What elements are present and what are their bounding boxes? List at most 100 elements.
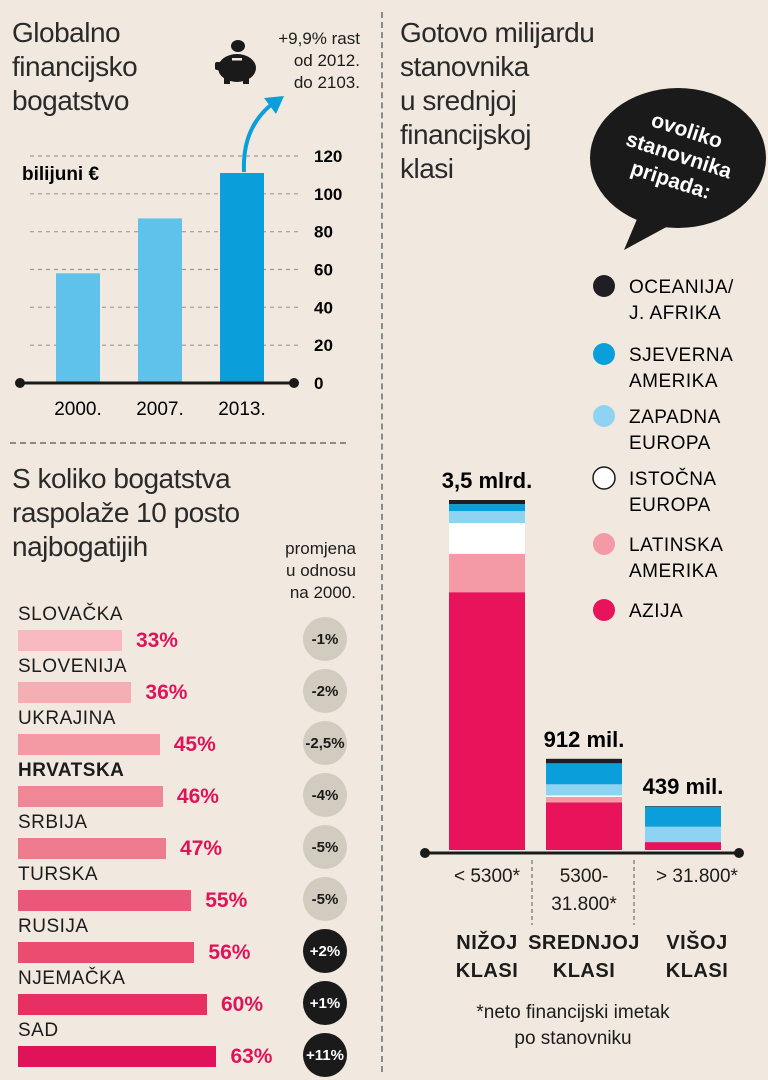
stack-segment	[546, 758, 622, 764]
vertical-divider	[381, 12, 383, 1072]
x-axis-left-dot	[15, 378, 25, 388]
class-label: KLASI	[455, 960, 519, 982]
country-percent: 55%	[205, 889, 248, 912]
global-wealth-title-line-3: bogatstvo	[12, 85, 129, 116]
global-wealth-title: Globalno financijsko bogatstvo	[12, 16, 138, 118]
bar-2	[138, 218, 182, 383]
piggy-bank-icon	[212, 38, 262, 86]
total-label: 3,5 mlrd.	[442, 468, 532, 493]
country-name: SRBIJA	[18, 812, 88, 833]
middle-class-title-line-2: stanovnika	[400, 51, 529, 82]
stack-segment	[546, 795, 622, 797]
middle-class-title-line-3: u srednjoj	[400, 85, 517, 116]
x-tick-label: 2013.	[218, 399, 266, 420]
y-tick-label: 40	[314, 298, 333, 317]
country-percent: 36%	[145, 681, 188, 704]
legend-swatch	[593, 599, 615, 621]
wealth-share-title: S koliko bogatstva raspolaže 10 posto na…	[12, 462, 240, 564]
legend-swatch	[593, 533, 615, 555]
growth-annotation-line-1: +9,9% rast	[278, 29, 360, 48]
country-percent: 56%	[208, 941, 251, 964]
stack-segment	[449, 500, 525, 505]
y-tick-label: 20	[314, 336, 333, 355]
unit-label: bilijuni €	[22, 164, 99, 185]
country-name: NJEMAČKA	[18, 968, 126, 989]
change-badge: -4%	[303, 773, 347, 817]
country-bar	[18, 942, 195, 963]
stack-segment	[546, 796, 622, 803]
change-header-line-1: promjena	[285, 539, 356, 558]
stack-segment	[645, 826, 721, 843]
country-bar	[18, 630, 122, 651]
class-label: NIŽOJ	[456, 932, 518, 954]
country-name: SLOVENIJA	[18, 656, 128, 677]
legend-label: AZIJA	[629, 601, 683, 622]
y-tick-label: 100	[314, 185, 342, 204]
legend-label: EUROPA	[629, 495, 711, 516]
legend-label: EUROPA	[629, 433, 711, 454]
global-wealth-title-line-2: financijsko	[12, 51, 138, 82]
x-tick-label: 2000.	[54, 399, 102, 420]
wealth-share-title-line-3: najbogatijih	[12, 531, 148, 562]
x-tick-label: 2007.	[136, 399, 184, 420]
change-badge: -5%	[303, 825, 347, 869]
footnote: *neto financijski imetak po stanovniku	[400, 1000, 746, 1052]
y-tick-label: 60	[314, 261, 333, 280]
total-label: 439 mil.	[643, 774, 724, 799]
middle-class-title-line-1: Gotovo milijardu	[400, 17, 595, 48]
y-tick-label: 0	[314, 374, 323, 393]
country-percent: 60%	[221, 993, 264, 1016]
bar-1	[56, 273, 100, 383]
country-name: SAD	[18, 1020, 59, 1041]
country-percent: 63%	[230, 1045, 273, 1068]
change-header-line-3: na 2000.	[289, 583, 356, 602]
country-percent: 45%	[173, 733, 216, 756]
change-badge: +11%	[303, 1033, 347, 1077]
stack-segment	[449, 592, 525, 850]
country-bar	[18, 734, 160, 755]
horizontal-divider	[10, 442, 346, 444]
legend-label: AMERIKA	[629, 561, 718, 582]
legend-label: OCEANIJA/	[629, 277, 734, 298]
stack-segment	[449, 504, 525, 512]
country-percent: 46%	[176, 785, 219, 808]
change-badge: -1%	[303, 617, 347, 661]
total-label: 912 mil.	[544, 727, 625, 752]
change-badge: -5%	[303, 877, 347, 921]
stack-segment	[645, 842, 721, 850]
stack-segment	[546, 784, 622, 796]
country-bar	[18, 682, 132, 703]
country-name: RUSIJA	[18, 916, 89, 937]
change-badge: +2%	[303, 929, 347, 973]
growth-arrow-head	[264, 96, 284, 114]
footnote-line-1: *neto financijski imetak	[476, 1002, 670, 1023]
country-name: SLOVAČKA	[18, 604, 124, 625]
stack-segment	[645, 806, 721, 807]
stack-segment	[546, 802, 622, 850]
wealth-share-title-line-2: raspolaže 10 posto	[12, 497, 240, 528]
range-label: < 5300*	[453, 866, 521, 887]
legend-label: ISTOČNA	[629, 468, 717, 490]
change-header-line-2: u odnosu	[286, 561, 356, 580]
x-axis-right-dot	[289, 378, 299, 388]
stack-segment	[546, 763, 622, 785]
legend-swatch	[593, 343, 615, 365]
country-bar	[18, 890, 192, 911]
country-bar	[18, 786, 163, 807]
mc-x-axis-right-dot	[734, 848, 744, 858]
mc-x-axis-left-dot	[420, 848, 430, 858]
country-name: UKRAJINA	[18, 708, 116, 729]
country-bar	[18, 838, 167, 859]
class-label: SREDNJOJ	[528, 932, 640, 954]
middle-class-title-line-4: financijskoj	[400, 119, 531, 150]
legend-swatch	[593, 405, 615, 427]
class-label: KLASI	[665, 960, 729, 982]
class-label: KLASI	[552, 960, 616, 982]
middle-class-chart: 3,5 mlrd. 912 mil. 439 mil. OCEANIJA/J. AF…	[420, 275, 744, 925]
change-badge: -2%	[303, 669, 347, 713]
growth-arrow	[241, 102, 274, 173]
legend-swatch	[592, 466, 616, 490]
range-label: 31.800*	[551, 894, 617, 915]
global-wealth-chart: bilijuni € 0 20 40 60 80 100 120 2000. 2007. 201…	[15, 96, 342, 420]
bar-3	[220, 173, 264, 383]
